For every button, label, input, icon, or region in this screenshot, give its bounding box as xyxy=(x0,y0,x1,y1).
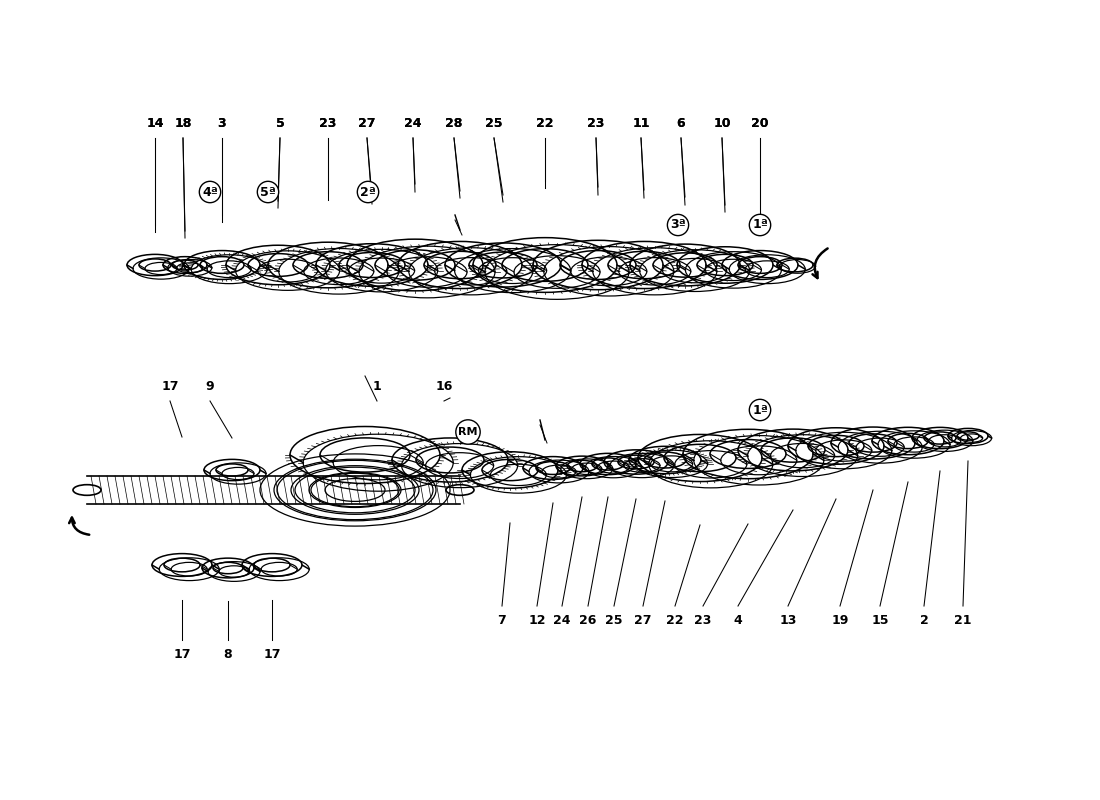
Text: 18: 18 xyxy=(174,117,191,130)
Text: 3: 3 xyxy=(218,117,227,130)
Text: 26: 26 xyxy=(580,614,596,627)
Text: 9: 9 xyxy=(206,380,214,393)
Text: 14: 14 xyxy=(146,117,164,130)
Text: 23: 23 xyxy=(319,117,337,130)
Text: 11: 11 xyxy=(632,117,650,130)
Text: 10: 10 xyxy=(713,117,730,130)
Text: 17: 17 xyxy=(162,380,178,393)
Text: 23: 23 xyxy=(587,117,605,130)
Text: 23: 23 xyxy=(587,117,605,130)
Text: 1ª: 1ª xyxy=(752,218,768,231)
Text: 25: 25 xyxy=(605,614,623,627)
Text: 3ª: 3ª xyxy=(670,218,686,231)
Text: 1ª: 1ª xyxy=(752,403,768,417)
Text: 4ª: 4ª xyxy=(202,186,218,198)
Text: 14: 14 xyxy=(146,117,164,130)
Text: 22: 22 xyxy=(537,117,553,130)
Text: 18: 18 xyxy=(174,117,191,130)
Text: 11: 11 xyxy=(632,117,650,130)
Text: 15: 15 xyxy=(871,614,889,627)
Text: 27: 27 xyxy=(359,117,376,130)
Text: 24: 24 xyxy=(405,117,421,130)
Text: 1: 1 xyxy=(373,380,382,393)
Text: 23: 23 xyxy=(319,117,337,130)
Text: 8: 8 xyxy=(223,648,232,661)
Text: 2: 2 xyxy=(920,614,928,627)
Text: 23: 23 xyxy=(694,614,712,627)
Text: 5: 5 xyxy=(276,117,285,130)
Text: 6: 6 xyxy=(676,117,685,130)
Text: 24: 24 xyxy=(405,117,421,130)
Text: 22: 22 xyxy=(667,614,684,627)
Text: 17: 17 xyxy=(263,648,280,661)
Text: 19: 19 xyxy=(832,614,849,627)
Text: 17: 17 xyxy=(174,648,190,661)
Text: 27: 27 xyxy=(359,117,376,130)
Text: 5ª: 5ª xyxy=(260,186,276,198)
Text: 28: 28 xyxy=(446,117,463,130)
Text: 6: 6 xyxy=(676,117,685,130)
Text: 16: 16 xyxy=(436,380,453,393)
Text: 7: 7 xyxy=(497,614,506,627)
Text: 21: 21 xyxy=(955,614,971,627)
Text: 27: 27 xyxy=(635,614,651,627)
Text: 12: 12 xyxy=(528,614,546,627)
Text: 28: 28 xyxy=(446,117,463,130)
Text: 10: 10 xyxy=(713,117,730,130)
Text: 25: 25 xyxy=(485,117,503,130)
Text: 20: 20 xyxy=(751,117,769,130)
Text: RM: RM xyxy=(459,427,477,437)
Text: 22: 22 xyxy=(537,117,553,130)
Text: 5: 5 xyxy=(276,117,285,130)
Text: 25: 25 xyxy=(485,117,503,130)
Text: 13: 13 xyxy=(779,614,796,627)
Text: 20: 20 xyxy=(751,117,769,130)
Text: 24: 24 xyxy=(553,614,571,627)
Text: 3: 3 xyxy=(218,117,227,130)
Text: 2ª: 2ª xyxy=(360,186,376,198)
Text: 4: 4 xyxy=(734,614,742,627)
